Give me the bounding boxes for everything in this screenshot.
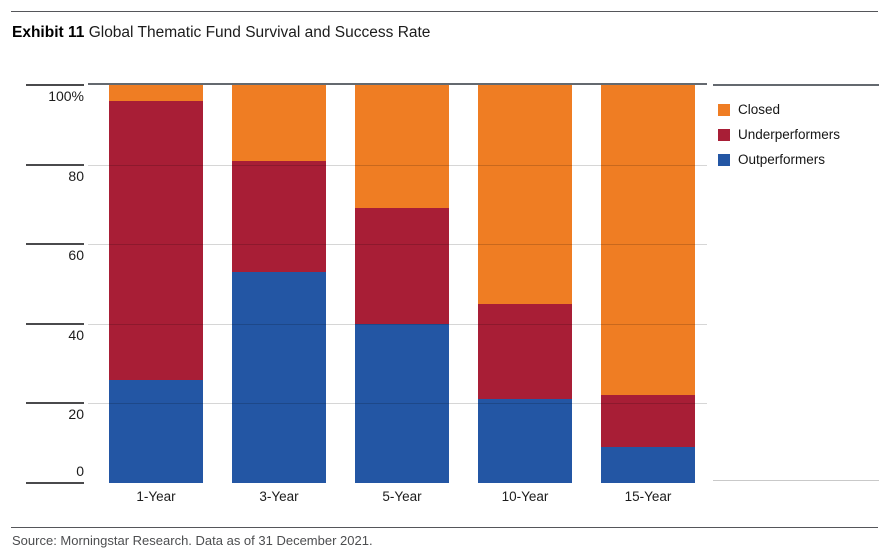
- legend-swatch-closed: [718, 103, 730, 116]
- bar-1-year: [109, 85, 203, 483]
- y-axis-tick-20: [26, 402, 84, 405]
- segment-underperformers-15-year: [601, 395, 695, 448]
- y-axis-label-80: 80: [68, 167, 84, 184]
- legend-swatch-outperformers: [718, 153, 730, 166]
- bar-10-year: [478, 85, 572, 483]
- x-axis-label-10-year: 10-Year: [501, 489, 549, 504]
- y-axis-label-0: 0: [76, 463, 84, 479]
- bar-3-year: [232, 85, 326, 483]
- segment-outperformers-3-year: [232, 272, 326, 483]
- x-axis-label-15-year: 15-Year: [624, 489, 672, 504]
- plot-top-line: [88, 83, 707, 85]
- legend-label-closed: Closed: [738, 101, 781, 117]
- bar-15-year: [601, 85, 695, 483]
- legend-label-underperformers: Underperformers: [738, 126, 841, 142]
- y-axis-tick-80: [26, 163, 84, 166]
- x-axis-label-3-year: 3-Year: [259, 489, 299, 504]
- legend-item-outperformers: Outperformers: [713, 147, 879, 172]
- title-text: Global Thematic Fund Survival and Succes…: [88, 24, 431, 41]
- source-rule: [11, 527, 878, 528]
- legend-swatch-underperformers: [718, 128, 730, 141]
- segment-outperformers-5-year: [355, 323, 449, 483]
- y-axis-tick-100: [26, 84, 84, 86]
- y-axis-label-40: 40: [68, 326, 84, 343]
- segment-closed-1-year: [109, 85, 203, 101]
- segment-underperformers-10-year: [478, 303, 572, 400]
- gridline-40: [88, 323, 707, 325]
- segment-closed-3-year: [232, 85, 326, 161]
- segment-outperformers-15-year: [601, 447, 695, 483]
- y-axis-label-60: 60: [68, 247, 84, 264]
- exhibit-number: Exhibit 11: [12, 24, 85, 41]
- legend-item-underperformers: Underperformers: [713, 122, 879, 147]
- y-axis-label-100: 100%: [48, 88, 84, 104]
- segment-underperformers-5-year: [355, 208, 449, 324]
- segment-closed-10-year: [478, 85, 572, 304]
- segment-closed-5-year: [355, 85, 449, 209]
- gridline-20: [88, 403, 707, 405]
- y-axis-label-20: 20: [68, 406, 84, 423]
- segment-underperformers-3-year: [232, 160, 326, 273]
- segment-outperformers-1-year: [109, 379, 203, 483]
- segment-underperformers-1-year: [109, 100, 203, 380]
- chart-legend: Closed Underperformers Outperformers: [713, 84, 879, 481]
- legend-item-closed: Closed: [713, 97, 879, 122]
- segment-outperformers-10-year: [478, 399, 572, 483]
- x-axis-label-5-year: 5-Year: [382, 489, 422, 504]
- y-axis-tick-40: [26, 322, 84, 325]
- x-axis-label-1-year: 1-Year: [136, 489, 176, 504]
- gridline-60: [88, 244, 707, 246]
- chart-title: Exhibit 11 Global Thematic Fund Survival…: [12, 23, 872, 42]
- top-rule: [11, 11, 878, 12]
- gridline-80: [88, 164, 707, 166]
- bar-5-year: [355, 85, 449, 483]
- segment-closed-15-year: [601, 85, 695, 396]
- y-axis-tick-60: [26, 243, 84, 246]
- source-note: Source: Morningstar Research. Data as of…: [12, 533, 373, 548]
- legend-label-outperformers: Outperformers: [738, 151, 826, 167]
- y-axis-tick-0: [26, 482, 84, 484]
